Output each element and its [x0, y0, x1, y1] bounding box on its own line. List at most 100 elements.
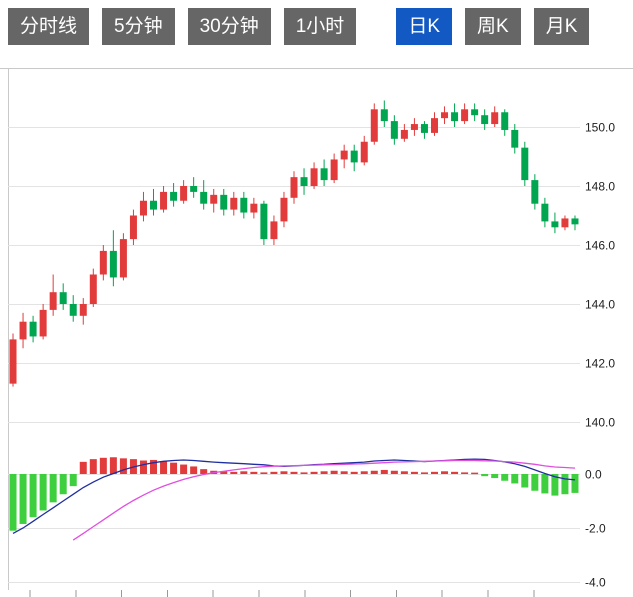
- candle: [69, 304, 77, 316]
- candle: [390, 121, 398, 139]
- candle: [551, 221, 559, 228]
- candle: [310, 168, 318, 186]
- svg-text:-4.0: -4.0: [585, 576, 606, 590]
- macd-bar: [170, 462, 178, 474]
- candle: [99, 250, 107, 275]
- macd-bar: [69, 474, 77, 487]
- macd-bar: [220, 471, 228, 474]
- macd-bar: [139, 460, 147, 474]
- candles: [9, 100, 579, 387]
- candle: [129, 215, 137, 240]
- macd-dea-line: [72, 459, 576, 541]
- macd-bar: [300, 472, 308, 474]
- candle: [541, 203, 549, 222]
- macd-bar: [200, 469, 208, 474]
- candle: [511, 129, 519, 148]
- candle: [59, 292, 67, 304]
- macd-bar: [561, 474, 569, 495]
- macd-bar: [230, 471, 238, 474]
- candle: [79, 304, 87, 316]
- tab-weekly-k[interactable]: 周K: [465, 8, 521, 45]
- candle: [441, 112, 449, 119]
- macd-bar: [109, 457, 117, 474]
- candle: [360, 141, 368, 163]
- indicator-gridlines: [8, 474, 580, 583]
- candle: [380, 109, 388, 122]
- candle: [300, 177, 308, 186]
- macd-bar: [350, 471, 358, 474]
- candle: [139, 200, 147, 216]
- candle: [160, 191, 168, 210]
- candle: [430, 118, 438, 133]
- svg-text:-2.0: -2.0: [585, 522, 606, 536]
- macd-bar: [290, 471, 298, 474]
- macd-bar: [79, 461, 87, 474]
- macd-bar: [99, 457, 107, 474]
- macd-bar: [310, 471, 318, 474]
- macd-bar: [190, 466, 198, 474]
- candle: [290, 177, 298, 198]
- candle: [9, 339, 17, 384]
- candle: [461, 109, 469, 122]
- candle: [170, 191, 178, 201]
- macd-bar: [330, 470, 338, 474]
- candle: [410, 124, 418, 130]
- macd-bar: [270, 471, 278, 474]
- candle: [481, 115, 489, 125]
- candle: [471, 109, 479, 116]
- macd-histogram: [9, 457, 579, 531]
- macd-bar: [340, 471, 348, 474]
- svg-text:146.0: 146.0: [585, 239, 615, 253]
- candle: [29, 321, 37, 337]
- candle: [340, 150, 348, 160]
- macd-bar: [481, 474, 489, 477]
- candle: [451, 112, 459, 122]
- macd-dif-line: [12, 458, 576, 534]
- candle: [230, 197, 238, 210]
- candle: [420, 124, 428, 133]
- macd-bar: [511, 474, 519, 484]
- tab-1hour[interactable]: 1小时: [283, 8, 357, 45]
- candle: [89, 274, 97, 304]
- macd-bar: [571, 474, 579, 493]
- candle: [190, 186, 198, 192]
- tab-daily-k[interactable]: 日K: [396, 8, 452, 45]
- candle: [561, 218, 569, 228]
- candle: [109, 250, 117, 278]
- candle: [200, 191, 208, 204]
- macd-bar: [9, 474, 17, 531]
- macd-bar: [180, 464, 188, 474]
- x-axis-ticks: [29, 590, 535, 597]
- candle: [180, 186, 188, 201]
- macd-bar: [49, 474, 57, 503]
- macd-bar: [240, 471, 248, 474]
- candle: [19, 321, 27, 340]
- macd-bar: [491, 474, 499, 479]
- tab-timeline[interactable]: 分时线: [8, 8, 90, 45]
- candle: [330, 159, 338, 181]
- svg-text:142.0: 142.0: [585, 357, 615, 371]
- macd-bar: [150, 459, 158, 474]
- macd-bar: [360, 471, 368, 474]
- svg-text:148.0: 148.0: [585, 180, 615, 194]
- macd-bar: [410, 471, 418, 474]
- macd-bar: [420, 472, 428, 474]
- candle: [250, 203, 258, 213]
- svg-text:0.0: 0.0: [585, 468, 602, 482]
- svg-text:144.0: 144.0: [585, 298, 615, 312]
- tab-monthly-k[interactable]: 月K: [533, 8, 590, 45]
- macd-bar: [320, 471, 328, 474]
- candle: [491, 112, 499, 125]
- tab-30min[interactable]: 30分钟: [187, 8, 271, 45]
- macd-bar: [471, 472, 479, 475]
- kline-chart[interactable]: 150.0 148.0 146.0 144.0 142.0 140.0 0.0 -2.0 -4.…: [0, 68, 633, 597]
- candle: [501, 112, 509, 130]
- macd-bar: [390, 470, 398, 474]
- macd-bar: [521, 474, 529, 488]
- macd-bar: [250, 471, 258, 474]
- candle: [400, 129, 408, 139]
- tab-5min[interactable]: 5分钟: [102, 8, 175, 45]
- macd-bar: [430, 471, 438, 474]
- candle: [521, 147, 529, 181]
- price-axis-labels: 150.0 148.0 146.0 144.0 142.0 140.0: [585, 121, 615, 430]
